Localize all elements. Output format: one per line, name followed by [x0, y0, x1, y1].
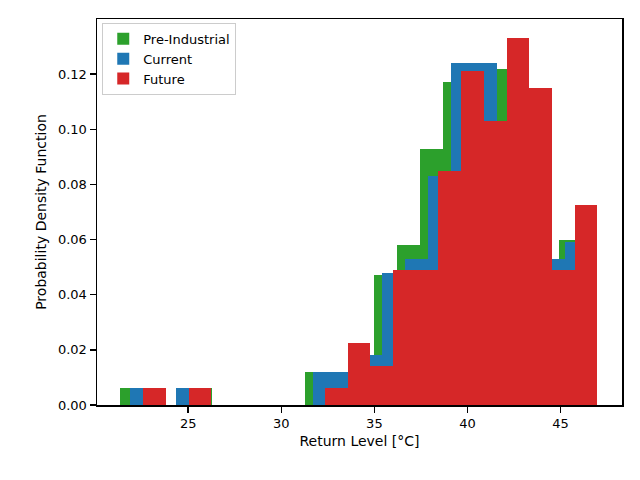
- svg-text:Pre-Industrial: Pre-Industrial: [143, 32, 229, 47]
- svg-text:25: 25: [180, 416, 197, 431]
- svg-text:40: 40: [459, 416, 476, 431]
- svg-text:0.02: 0.02: [58, 342, 87, 357]
- svg-text:45: 45: [552, 416, 569, 431]
- svg-text:Return Level [°C]: Return Level [°C]: [299, 433, 419, 449]
- svg-text:30: 30: [273, 416, 290, 431]
- svg-text:Probability Density Function: Probability Density Function: [33, 114, 49, 310]
- svg-text:Current: Current: [143, 52, 192, 67]
- svg-text:Future: Future: [143, 72, 184, 87]
- svg-text:0.08: 0.08: [58, 177, 87, 192]
- svg-text:0.10: 0.10: [58, 122, 87, 137]
- svg-text:0.04: 0.04: [58, 287, 87, 302]
- svg-text:35: 35: [366, 416, 383, 431]
- svg-text:0.00: 0.00: [58, 398, 87, 413]
- svg-text:0.12: 0.12: [58, 67, 87, 82]
- svg-text:0.06: 0.06: [58, 232, 87, 247]
